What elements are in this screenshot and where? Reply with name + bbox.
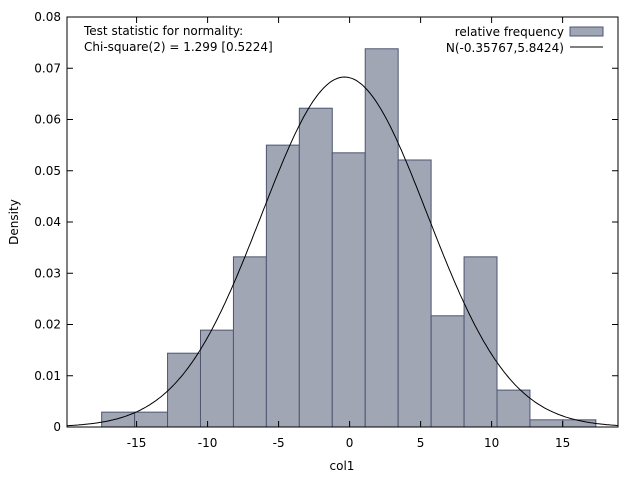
histogram-bar [463, 256, 498, 428]
x-tick-label: 15 [555, 436, 570, 450]
x-tick-label: 10 [484, 436, 499, 450]
legend-label-normal: N(-0.35767,5.8424) [446, 41, 564, 55]
histogram-bar [430, 315, 465, 428]
y-tick-label: 0.01 [34, 369, 61, 383]
y-tick-label: 0.05 [34, 164, 61, 178]
y-tick-label: 0.03 [34, 266, 61, 280]
x-tick-label: -5 [273, 436, 285, 450]
histogram-bar [364, 48, 399, 428]
y-tick-label: 0.06 [34, 113, 61, 127]
x-tick-label: -10 [198, 436, 218, 450]
histogram-bar [134, 411, 169, 428]
y-tick-label: 0.08 [34, 10, 61, 24]
y-tick-label: 0.07 [34, 61, 61, 75]
histogram-bar [529, 419, 564, 428]
histogram-bar [265, 144, 300, 428]
y-axis-label: Density [7, 199, 21, 245]
histogram-bar [199, 329, 234, 428]
histogram-bar [496, 389, 531, 428]
legend-label-frequency: relative frequency [455, 25, 564, 39]
histogram-bar [298, 107, 333, 428]
y-tick-label: 0.02 [34, 318, 61, 332]
normal-density-curve [66, 76, 619, 427]
y-tick-label: 0 [53, 420, 61, 434]
x-tick-label: -15 [127, 436, 147, 450]
histogram-bar [397, 159, 432, 428]
x-axis-label: col1 [330, 459, 355, 473]
histogram-bar [232, 256, 267, 428]
histogram-bar [331, 152, 366, 428]
annotation-line-1: Test statistic for normality: [83, 24, 243, 38]
histogram-bar [167, 352, 201, 428]
annotation-line-2: Chi-square(2) = 1.299 [0.5224] [84, 40, 273, 54]
legend-swatch-frequency [569, 26, 604, 37]
x-tick-label: 0 [346, 436, 354, 450]
x-tick-label: 5 [417, 436, 425, 450]
y-tick-label: 0.04 [34, 215, 61, 229]
